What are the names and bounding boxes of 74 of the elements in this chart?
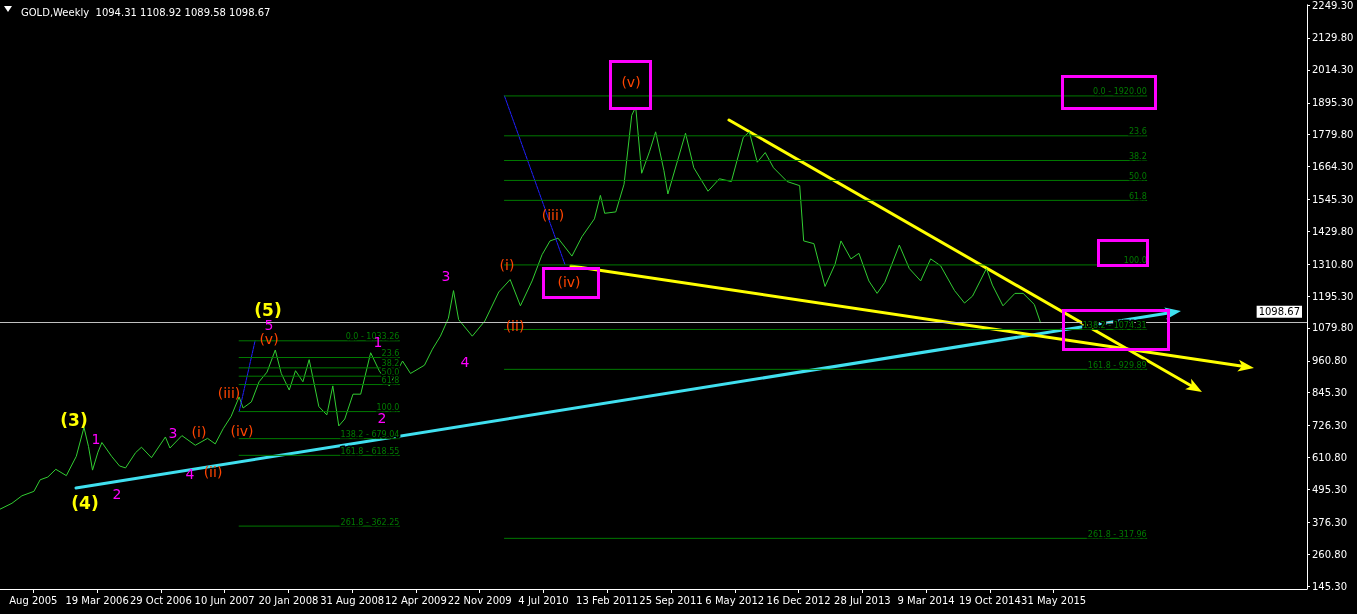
y-tick-label: 1664.30	[1312, 161, 1354, 173]
annotation: (ii)	[203, 464, 223, 480]
annotation: (iv)	[557, 274, 581, 290]
ref-line-label: 1098.67	[1258, 306, 1300, 318]
annotation: 3	[168, 425, 178, 441]
annotation: (iii)	[217, 385, 241, 401]
series-label: 161.8 - 618.55	[340, 446, 400, 456]
x-tick-label: 25 Sep 2011	[639, 594, 703, 606]
x-tick-label: 29 Oct 2006	[129, 594, 192, 606]
y-tick-label: 376.30	[1312, 516, 1347, 528]
x-tick-label: 19 Oct 2014	[958, 594, 1021, 606]
x-tick-label: 4 Jul 2010	[518, 594, 569, 606]
x-tick-label: 6 May 2012	[705, 594, 765, 606]
y-tick-label: 960.80	[1312, 355, 1347, 367]
x-tick-label: 20 Jan 2008	[258, 594, 319, 606]
series-label: 23.6	[1128, 127, 1147, 137]
x-tick-label: Aug 2005	[9, 594, 58, 606]
series-label: 161.8 - 929.89	[1087, 360, 1147, 370]
line-series	[0, 106, 1042, 510]
annotation: 4	[460, 354, 470, 370]
annotation: (iii)	[541, 207, 565, 223]
y-tick-label: 2014.30	[1312, 64, 1354, 76]
series-label: 0.0 - 1920.00	[1092, 87, 1147, 97]
series-label: 100.0	[1123, 256, 1147, 266]
y-tick-label: 260.80	[1312, 548, 1347, 560]
y-tick-label: 1429.80	[1312, 225, 1354, 237]
y-tick-label: 1310.80	[1312, 258, 1354, 270]
annotation: (v)	[621, 74, 641, 90]
chart-title: GOLD,Weekly 1094.31 1108.92 1089.58 1098.67	[21, 6, 271, 18]
annotation: (ii)	[505, 318, 525, 334]
x-tick-label: 31 May 2015	[1021, 594, 1087, 606]
y-tick-label: 1779.80	[1312, 129, 1354, 141]
annotation: 1	[91, 431, 101, 447]
series-label: 61.8	[1128, 191, 1147, 201]
annotation: (4)	[71, 493, 99, 513]
series-label: 261.8 - 362.25	[340, 517, 400, 527]
y-tick-label: 2249.30	[1312, 0, 1354, 11]
series-label: 138.2 - 1074.31	[1082, 320, 1147, 330]
x-tick-label: 31 Aug 2008	[320, 594, 385, 606]
series-label: 138.2 - 679.04	[340, 430, 400, 440]
annotation: (5)	[254, 300, 282, 320]
y-tick-label: 1545.30	[1312, 193, 1354, 205]
x-tick-label: 12 Apr 2009	[385, 594, 447, 606]
annotation: 2	[377, 410, 387, 426]
y-tick-label: 726.30	[1312, 420, 1347, 432]
x-tick-label: 22 Nov 2009	[447, 594, 512, 606]
y-tick-label: 1195.30	[1312, 290, 1354, 302]
y-tick-label: 845.30	[1312, 387, 1347, 399]
annotation: (i)	[499, 257, 515, 273]
x-tick-label: 19 Mar 2006	[65, 594, 129, 606]
annotation: (3)	[60, 410, 88, 430]
y-tick-label: 1895.30	[1312, 97, 1354, 109]
x-tick-label: 16 Dec 2012	[766, 594, 831, 606]
annotation: 4	[185, 466, 195, 482]
series-label: 50.0	[1128, 171, 1147, 181]
series-label: 38.2	[381, 359, 400, 369]
x-tick-label: 10 Jun 2007	[194, 594, 255, 606]
series-label: 38.2	[1128, 151, 1147, 161]
y-tick-label: 1079.80	[1312, 322, 1354, 334]
annotation: 3	[441, 268, 451, 284]
annotation: (iv)	[230, 423, 254, 439]
x-tick-label: 9 Mar 2014	[897, 594, 955, 606]
x-tick-label: 13 Feb 2011	[576, 594, 639, 606]
y-tick-label: 145.30	[1312, 580, 1347, 592]
series-label: 261.8 - 317.96	[1087, 529, 1147, 539]
y-tick-label: 610.80	[1312, 451, 1347, 463]
annotation: (i)	[191, 424, 207, 440]
series-label: 23.6	[381, 349, 400, 359]
y-tick-label: 2129.80	[1312, 32, 1354, 44]
y-tick-label: 495.30	[1312, 483, 1347, 495]
annotation: (v)	[259, 331, 279, 347]
series-label: 100.0	[376, 403, 400, 413]
annotation: 2	[112, 486, 122, 502]
x-tick-label: 28 Jul 2013	[834, 594, 891, 606]
